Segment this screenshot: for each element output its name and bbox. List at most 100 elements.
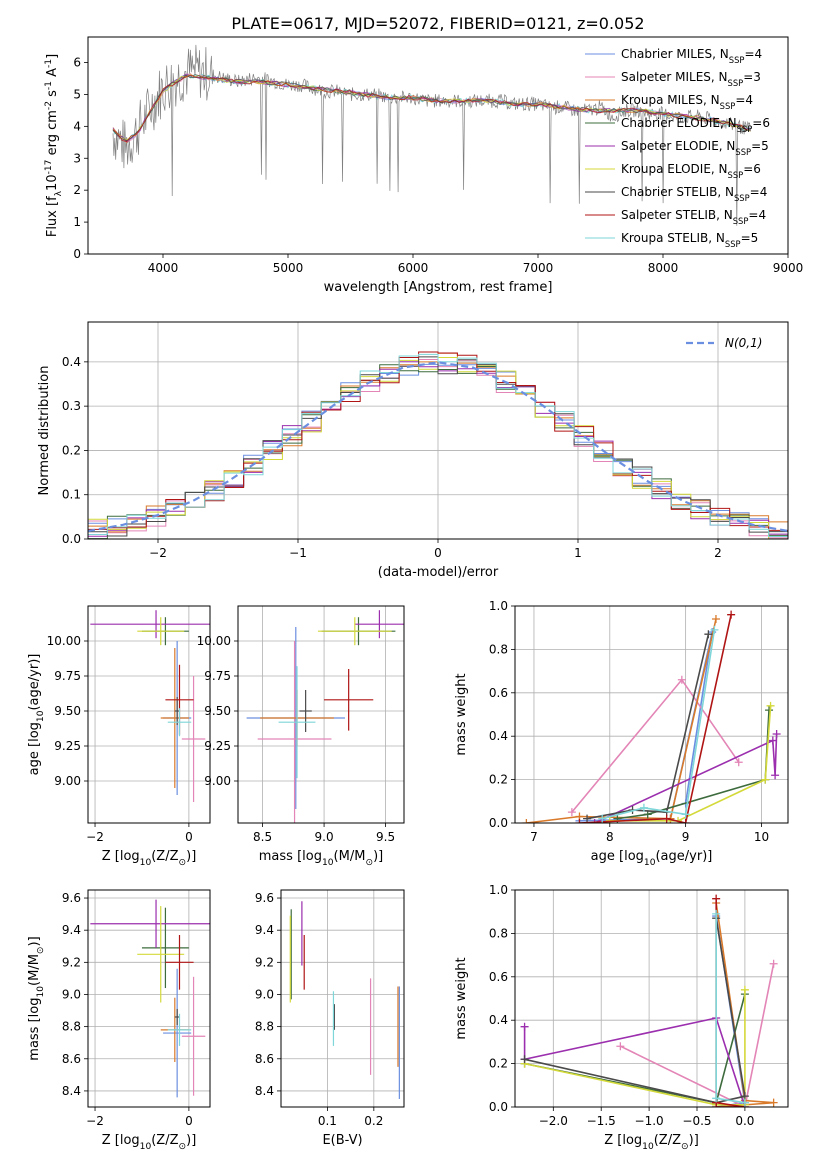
axes-frame: [87, 605, 211, 824]
y-tick-label: 9.4: [62, 923, 81, 937]
legend-label: Kroupa MILES, NSSP=4: [621, 93, 753, 111]
weight-marker: [711, 615, 720, 624]
plot-spectrum: 4000 5000 6000 7000 8000 9000 0 1 2 3 4 5 6 wavelengt…: [44, 44, 803, 295]
y-tick-label: 2: [73, 183, 81, 197]
x-tick-label: −2: [86, 830, 104, 844]
legend-label: Kroupa STELIB, NSSP=5: [621, 231, 758, 249]
y-tick-label: 8.8: [255, 1020, 274, 1034]
weight-marker: [768, 736, 777, 745]
x-tick-label: 1: [574, 546, 582, 560]
axes-frame: [514, 605, 789, 824]
weight-marker: [639, 803, 648, 812]
legend-label: Kroupa ELODIE, NSSP=6: [621, 162, 761, 180]
model-spectrum-line: [112, 74, 751, 141]
y-tick-label: 8.6: [255, 1052, 274, 1066]
y-tick-label: 8.4: [255, 1084, 274, 1098]
x-axis-label: (data-model)/error: [378, 565, 499, 580]
weight-line: [586, 634, 710, 820]
plot-mass-vs-ebv: 0.1 0.2 8.4 8.6 8.8 9.0 9.2 9.4 9.6 E(B-V): [255, 890, 404, 1148]
plot-area: [522, 610, 781, 823]
y-tick-label: 8.6: [62, 1052, 81, 1066]
weight-line: [571, 678, 740, 813]
x-tick-label: 8: [606, 830, 614, 844]
axes-frame: [280, 889, 405, 1108]
y-axis-label: Flux [fλ10-17 erg cm-2 s-1 A-1]: [44, 54, 64, 237]
x-axis-label: mass [log10(M/M⊙)]: [259, 849, 383, 868]
y-tick-label: 9.00: [204, 774, 231, 788]
model-spectrum-line: [112, 74, 751, 142]
model-spectrum-line: [112, 74, 751, 144]
weight-marker: [772, 730, 781, 739]
model-spectrum-line: [112, 74, 751, 143]
plot-area: [112, 44, 751, 226]
x-tick-label: −2.0: [539, 1114, 568, 1128]
y-tick-label: 0.6: [489, 970, 508, 984]
weight-line: [524, 993, 746, 1104]
y-tick-label: 6: [73, 56, 81, 70]
weight-marker: [616, 1042, 625, 1051]
weight-marker: [710, 625, 719, 634]
histogram-step: [88, 353, 788, 537]
weight-marker: [734, 758, 743, 767]
x-tick-label: 7: [530, 830, 538, 844]
weight-marker: [740, 985, 749, 994]
weight-marker: [583, 814, 592, 823]
x-tick-label: 7000: [523, 261, 554, 275]
axes-frame: [87, 889, 211, 1108]
y-tick-label: 1: [73, 215, 81, 229]
weight-line: [524, 989, 746, 1106]
y-tick-label: 9.00: [54, 774, 81, 788]
y-axis-label: mass [log10(M/M⊙)]: [27, 936, 46, 1060]
weight-marker: [522, 819, 531, 823]
x-tick-label: 0.1: [318, 1114, 337, 1128]
weight-marker: [761, 775, 770, 784]
x-tick-label: −1: [289, 546, 307, 560]
y-tick-label: 9.6: [255, 891, 274, 905]
plot-area: [88, 351, 788, 539]
x-tick-label: 0.0: [735, 1114, 754, 1128]
y-tick-label: 5: [73, 87, 81, 101]
weight-line: [609, 705, 772, 822]
y-tick-label: 9.6: [62, 891, 81, 905]
x-tick-label: −1.5: [587, 1114, 616, 1128]
weight-marker: [590, 819, 599, 823]
weight-marker: [712, 894, 721, 903]
y-tick-label: 8.8: [62, 1020, 81, 1034]
x-tick-label: 6000: [398, 261, 429, 275]
y-tick-label: 0.1: [62, 488, 81, 502]
y-tick-label: 0.3: [62, 399, 81, 413]
legend-label: Chabrier STELIB, NSSP=4: [621, 185, 767, 203]
x-axis-label: Z [log10(Z/Z⊙)]: [102, 849, 197, 868]
y-tick-label: 10.00: [47, 634, 81, 648]
x-tick-label: 0: [185, 1114, 193, 1128]
axes-frame: [87, 36, 789, 255]
y-axis-label: Normed distribution: [37, 366, 52, 496]
legend-label: Chabrier ELODIE, NSSP=6: [621, 116, 770, 134]
weight-line: [620, 963, 775, 1107]
x-tick-label: 8000: [648, 261, 679, 275]
weight-marker: [766, 701, 775, 710]
plot-weight-vs-age: 7 8 9 10 0.0 0.2 0.4 0.6 0.8 1.0 age [log10(age/yr…: [454, 599, 788, 868]
plot-mass-vs-Z: −2 0 8.4 8.6 8.8 9.0 9.2 9.4 9.6 Z [log10(Z/Z⊙)] m…: [27, 890, 210, 1152]
y-tick-label: 9.25: [54, 739, 81, 753]
y-tick-label: 0.0: [489, 816, 508, 830]
figure-title: PLATE=0617, MJD=52072, FIBERID=0121, z=0…: [231, 14, 644, 33]
y-tick-label: 1.0: [489, 883, 508, 897]
legend-label: Salpeter MILES, NSSP=3: [621, 70, 761, 88]
plot-area: [289, 901, 400, 1099]
y-tick-label: 0.8: [489, 926, 508, 940]
weight-line: [601, 629, 716, 820]
y-tick-label: 9.50: [204, 704, 231, 718]
weight-marker: [740, 1098, 749, 1107]
y-tick-label: 0: [73, 247, 81, 261]
x-tick-label: −1.0: [635, 1114, 664, 1128]
plot-area: [90, 899, 210, 1098]
x-axis-label: E(B-V): [322, 1133, 362, 1148]
weight-line: [579, 614, 732, 823]
x-tick-label: 4000: [148, 261, 179, 275]
y-tick-label: 9.2: [255, 955, 274, 969]
x-tick-label: −2: [149, 546, 167, 560]
weight-marker: [677, 675, 686, 684]
legend-label: Chabrier MILES, NSSP=4: [621, 47, 762, 65]
